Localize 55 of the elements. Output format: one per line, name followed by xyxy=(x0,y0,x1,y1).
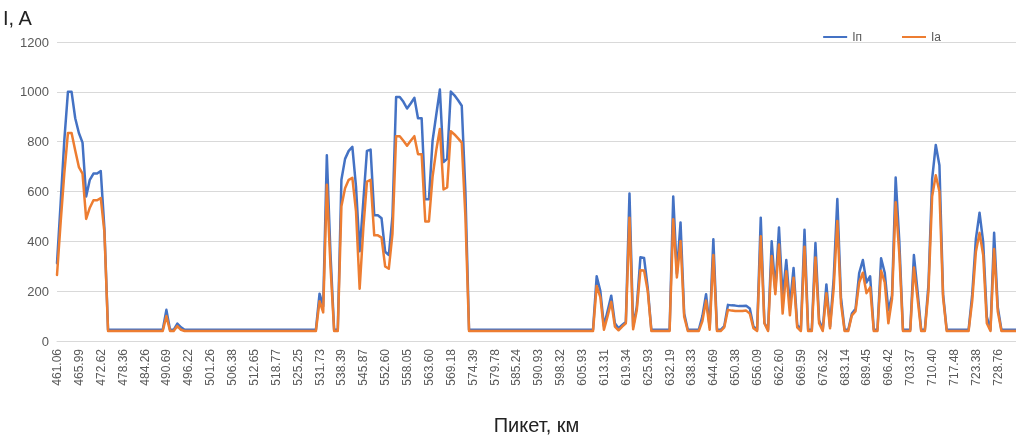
x-tick-label: 689.45 xyxy=(859,348,874,386)
x-tick-label: 619.34 xyxy=(618,348,633,386)
y-tick-label: 400 xyxy=(27,233,49,249)
x-tick-label: 717.48 xyxy=(947,348,962,386)
x-tick-label: 638.33 xyxy=(684,348,699,386)
x-tick-label: 496.22 xyxy=(181,348,196,386)
x-tick-label: 501.26 xyxy=(203,348,218,386)
x-tick-label: 545.87 xyxy=(356,348,371,386)
x-tick-label: 525.25 xyxy=(290,348,305,386)
x-tick-label: 676.32 xyxy=(815,348,830,386)
y-tick-label: 600 xyxy=(27,184,49,199)
x-tick-label: 590.93 xyxy=(531,348,546,386)
x-tick-label: 650.38 xyxy=(728,348,743,386)
x-tick-label: 585.24 xyxy=(509,348,524,386)
x-tick-label: 683.14 xyxy=(837,348,852,386)
x-tick-label: 512.65 xyxy=(246,348,261,386)
x-tick-label: 518.77 xyxy=(268,348,283,386)
x-tick-label: 574.39 xyxy=(465,348,480,386)
y-axis-title: I, A xyxy=(3,7,33,29)
x-tick-label: 696.42 xyxy=(881,348,896,386)
x-tick-label: 484.26 xyxy=(137,348,152,386)
y-tick-label: 200 xyxy=(27,283,49,299)
x-tick-label: 506.38 xyxy=(225,348,240,386)
x-tick-label: 461.06 xyxy=(50,348,64,386)
x-tick-label: 579.78 xyxy=(487,348,502,386)
x-axis-title: Пикет, км xyxy=(493,414,580,436)
x-tick-label: 662.60 xyxy=(771,348,786,386)
x-tick-label: 552.60 xyxy=(378,348,393,386)
x-tick-label: 632.19 xyxy=(662,348,677,386)
x-tick-label: 703.37 xyxy=(903,348,918,386)
x-tick-label: 558.05 xyxy=(400,348,415,386)
x-tick-label: 465.99 xyxy=(71,348,86,386)
x-tick-label: 644.69 xyxy=(706,348,721,386)
x-tick-label: 490.69 xyxy=(159,348,174,386)
x-tick-label: 538.39 xyxy=(334,348,349,386)
legend-label: Iа xyxy=(930,30,942,44)
y-tick-label: 1000 xyxy=(20,84,49,100)
x-tick-label: 710.40 xyxy=(925,348,940,386)
y-tick-label: 800 xyxy=(27,134,49,150)
y-tick-label: 0 xyxy=(41,333,49,349)
y-tick-label: 1200 xyxy=(20,34,49,50)
x-tick-label: 569.18 xyxy=(443,348,458,386)
x-tick-label: 598.32 xyxy=(553,348,568,386)
x-tick-label: 563.60 xyxy=(421,348,436,386)
x-tick-label: 728.76 xyxy=(990,348,1005,386)
x-tick-label: 625.93 xyxy=(640,348,655,386)
x-tick-label: 669.59 xyxy=(793,348,808,386)
x-tick-label: 656.09 xyxy=(750,348,765,386)
x-tick-label: 472.62 xyxy=(93,348,108,386)
x-tick-label: 605.93 xyxy=(575,348,590,386)
x-tick-label: 723.38 xyxy=(968,348,983,386)
x-tick-label: 531.73 xyxy=(312,348,327,386)
x-tick-label: 478.36 xyxy=(115,348,130,386)
legend-label: Iп xyxy=(852,30,862,44)
x-tick-label: 613.31 xyxy=(596,348,611,386)
